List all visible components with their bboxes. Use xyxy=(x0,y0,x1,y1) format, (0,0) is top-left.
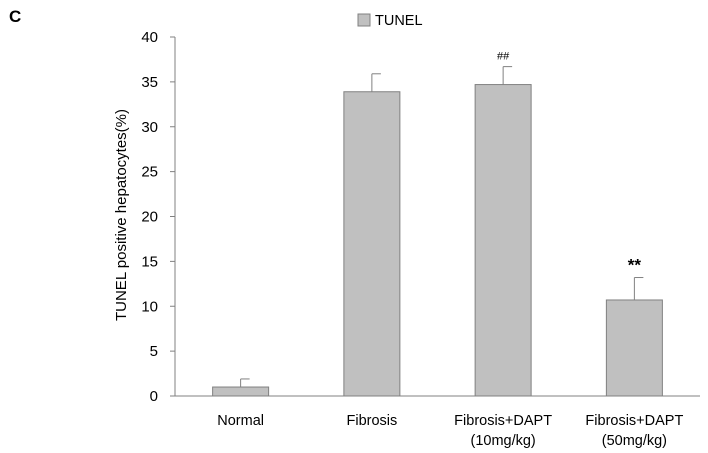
x-category-label: Fibrosis+DAPT xyxy=(454,413,552,429)
y-tick-label: 10 xyxy=(141,298,158,315)
y-tick-label: 25 xyxy=(141,164,158,181)
significance-annotations: ## ** xyxy=(497,51,641,275)
error-bars xyxy=(240,66,644,388)
y-tick-label: 5 xyxy=(150,343,158,360)
panel-label: C xyxy=(9,7,21,26)
bar xyxy=(212,386,270,397)
significance-annotation: ** xyxy=(628,256,642,275)
y-tick-label: 35 xyxy=(141,74,158,91)
x-category-label: Fibrosis+DAPT xyxy=(585,413,683,429)
y-tick-label: 30 xyxy=(141,119,158,136)
bars xyxy=(212,84,663,397)
x-category-label: (50mg/kg) xyxy=(602,433,667,449)
y-tick-label: 20 xyxy=(141,209,158,226)
x-category-label: Fibrosis xyxy=(346,413,397,429)
y-ticks: 0 5 10 15 20 25 30 35 40 xyxy=(141,29,175,405)
y-axis-label: TUNEL positive hepatocytes(%) xyxy=(113,109,130,321)
legend-swatch xyxy=(357,13,371,27)
x-category-label: (10mg/kg) xyxy=(470,433,535,449)
bar xyxy=(474,84,532,397)
bar xyxy=(343,91,401,397)
bar xyxy=(605,299,663,397)
y-tick-label: 15 xyxy=(141,253,158,270)
y-tick-label: 40 xyxy=(141,29,158,46)
y-tick-label: 0 xyxy=(150,388,158,405)
legend: TUNEL xyxy=(357,13,423,29)
legend-label: TUNEL xyxy=(375,13,423,29)
x-category-label: Normal xyxy=(217,413,264,429)
x-labels: Normal Fibrosis Fibrosis+DAPT (10mg/kg) Fibr… xyxy=(217,413,683,449)
significance-annotation: ## xyxy=(497,51,510,63)
